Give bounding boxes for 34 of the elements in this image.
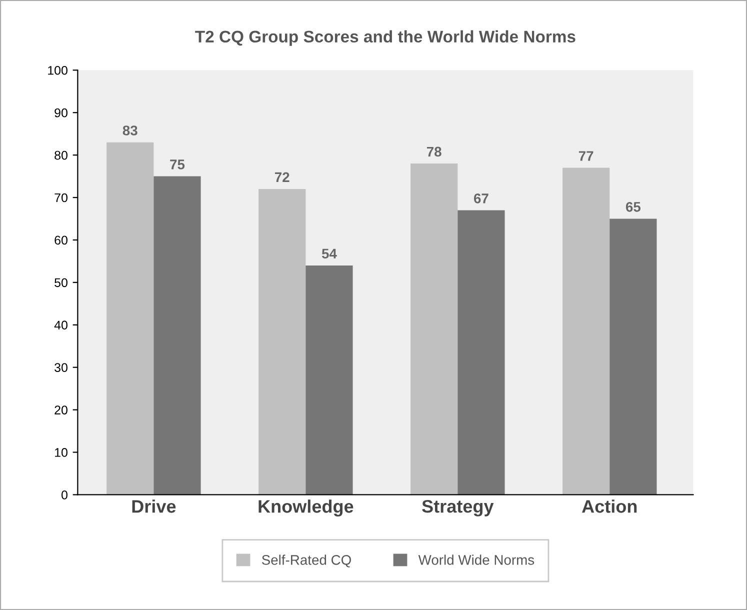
bar <box>458 210 505 495</box>
y-tick-label: 100 <box>48 66 68 75</box>
chart-title: T2 CQ Group Scores and the World Wide Norms <box>195 30 576 46</box>
y-tick-label: 90 <box>54 108 68 118</box>
y-tick-label: 80 <box>54 150 68 160</box>
bar <box>610 218 657 495</box>
data-label: 78 <box>426 146 442 157</box>
y-tick-label: 30 <box>54 363 68 372</box>
x-tick-label: Action <box>582 500 637 513</box>
x-tick-label: Drive <box>132 500 176 513</box>
y-tick-label: 0 <box>62 490 68 500</box>
bar <box>106 142 154 495</box>
data-label: 83 <box>122 126 138 136</box>
y-tick-label: 40 <box>54 320 68 330</box>
x-tick-label: Strategy <box>422 500 494 516</box>
data-label: 72 <box>274 172 290 182</box>
y-tick-label: 20 <box>54 406 68 414</box>
y-tick-label: 50 <box>54 278 68 288</box>
data-label: 54 <box>322 248 337 259</box>
legend-label: Self-Rated CQ <box>262 554 351 568</box>
data-label: 67 <box>474 194 488 204</box>
bar <box>154 176 201 495</box>
y-tick-label: 70 <box>54 193 68 202</box>
x-tick-label: Knowledge <box>258 500 354 516</box>
legend-label: World Wide Norms <box>418 554 534 565</box>
bar <box>410 164 458 495</box>
data-label: 75 <box>170 160 185 170</box>
bar <box>306 265 353 495</box>
data-label: 77 <box>578 151 594 161</box>
data-label: 65 <box>626 202 641 212</box>
y-tick-label: 60 <box>54 236 68 245</box>
bar <box>562 168 610 495</box>
y-tick-label: 10 <box>55 448 68 457</box>
bar <box>258 189 306 495</box>
